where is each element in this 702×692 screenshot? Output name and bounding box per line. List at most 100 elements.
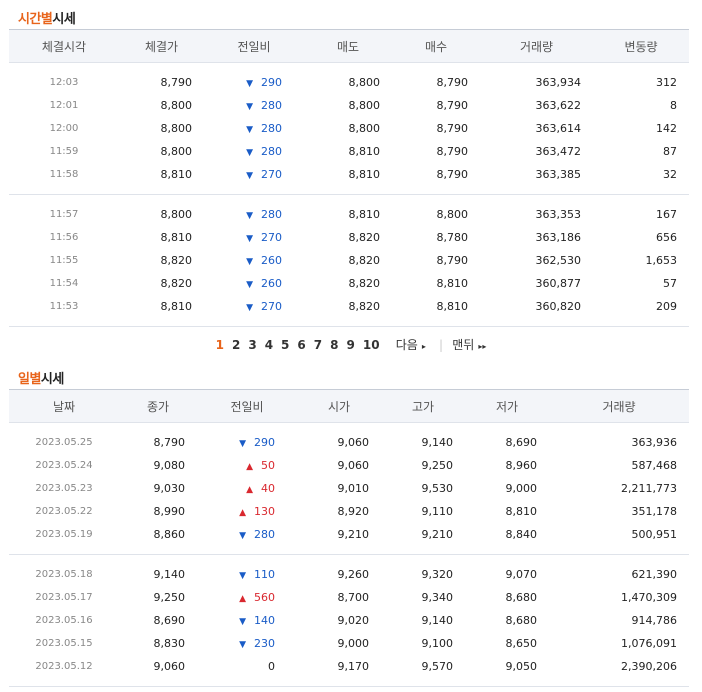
arrow-down-icon: ▼ (246, 280, 253, 290)
time-price-table: 체결시각 체결가 전일비 매도 매수 거래량 변동량 12:03 8,790 ▼ 290 8,800… (9, 29, 689, 327)
volume-change: 656 (656, 231, 677, 244)
volume: 621,390 (631, 568, 678, 581)
trade-price: 8,820 (160, 254, 193, 267)
page-5-link[interactable]: 5 (281, 338, 290, 352)
last-page-link[interactable]: 맨뒤 ▸▸ (452, 336, 490, 353)
page-2-link[interactable]: 2 (231, 338, 241, 352)
low-price: 9,050 (505, 660, 538, 673)
volume: 363,934 (535, 76, 582, 89)
change-value: ▼ 280 (246, 122, 282, 135)
table-row: 2023.05.22 8,990 ▲ 130 8,920 9,110 8,810 351,17… (9, 500, 689, 523)
row-spacer (9, 186, 689, 195)
bid-price: 8,790 (436, 168, 469, 181)
low-price: 8,680 (505, 591, 538, 604)
close-price: 8,860 (153, 528, 186, 541)
arrow-down-icon: ▼ (239, 571, 246, 581)
page-4-link[interactable]: 4 (264, 338, 274, 352)
change-cell: ▼ 270 (204, 163, 304, 186)
trade-date: 2023.05.15 (35, 638, 93, 649)
time-section-title: 시간별시세 (18, 8, 76, 27)
time-title-highlight: 시간별 (18, 12, 53, 27)
row-spacer (9, 678, 689, 687)
trade-price: 8,810 (160, 168, 193, 181)
high-price: 9,340 (421, 591, 454, 604)
change-amount: 280 (261, 145, 282, 158)
next-page-link[interactable]: 다음 ▸ (396, 336, 430, 353)
page-10-link[interactable]: 10 (362, 338, 380, 352)
trade-time: 11:55 (49, 255, 79, 266)
close-price: 9,060 (153, 660, 186, 673)
change-value: ▼ 140 (239, 614, 275, 627)
open-price: 9,060 (337, 459, 370, 472)
low-price: 9,070 (505, 568, 538, 581)
row-spacer (9, 63, 689, 72)
trade-date: 2023.05.23 (35, 483, 93, 494)
trade-price: 8,800 (160, 208, 193, 221)
table-row: 2023.05.25 8,790 ▼ 290 9,060 9,140 8,690 363,93… (9, 431, 689, 454)
row-spacer (9, 546, 689, 555)
table-row: 12:00 8,800 ▼ 280 8,800 8,790 363,614 142 (9, 117, 689, 140)
arrow-up-icon: ▲ (239, 594, 246, 604)
arrow-down-icon: ▼ (246, 148, 253, 158)
close-price: 8,830 (153, 637, 186, 650)
change-amount: 290 (261, 76, 282, 89)
trade-price: 8,810 (160, 231, 193, 244)
volume: 363,622 (535, 99, 582, 112)
ask-price: 8,800 (348, 76, 381, 89)
change-cell: ▼ 110 (197, 563, 297, 586)
volume: 2,390,206 (621, 660, 677, 673)
arrow-down-icon: ▼ (246, 102, 253, 112)
trade-date: 2023.05.17 (35, 592, 93, 603)
high-price: 9,100 (421, 637, 454, 650)
high-price: 9,570 (421, 660, 454, 673)
change-cell: ▼ 270 (204, 226, 304, 249)
change-value: ▲ 560 (239, 591, 275, 604)
daily-section-title: 일별시세 (18, 368, 64, 387)
bid-price: 8,790 (436, 76, 469, 89)
next-arrow-icon: ▸ (421, 342, 426, 351)
column-header: 전일비 (197, 389, 297, 423)
trade-time: 12:03 (49, 77, 79, 88)
high-price: 9,320 (421, 568, 454, 581)
change-value: ▼ 290 (239, 436, 275, 449)
trade-date: 2023.05.22 (35, 506, 93, 517)
column-header: 고가 (381, 389, 465, 423)
trade-time: 11:56 (49, 232, 79, 243)
change-amount: 110 (254, 568, 275, 581)
volume: 362,530 (535, 254, 582, 267)
trade-time: 11:53 (49, 301, 79, 312)
page-9-link[interactable]: 9 (346, 338, 355, 352)
change-value: ▼ 260 (246, 254, 282, 267)
change-amount: 280 (261, 208, 282, 221)
change-amount: 40 (261, 482, 275, 495)
page-3-link[interactable]: 3 (248, 338, 257, 352)
low-price: 8,840 (505, 528, 538, 541)
table-row: 2023.05.19 8,860 ▼ 280 9,210 9,210 8,840 500,95… (9, 523, 689, 546)
page-8-link[interactable]: 8 (330, 338, 339, 352)
close-price: 8,690 (153, 614, 186, 627)
close-price: 8,990 (153, 505, 186, 518)
page-7-link[interactable]: 7 (313, 338, 323, 352)
volume-change: 57 (663, 277, 677, 290)
page-1-link[interactable]: 1 (215, 338, 224, 352)
change-amount: 280 (261, 122, 282, 135)
trade-time: 11:57 (49, 209, 79, 220)
trade-time: 12:00 (49, 123, 79, 134)
column-header: 종가 (119, 389, 197, 423)
row-spacer (9, 195, 689, 204)
change-value: ▲ 50 (246, 459, 275, 472)
volume: 1,076,091 (621, 637, 677, 650)
change-amount: 280 (254, 528, 275, 541)
trade-price: 8,820 (160, 277, 193, 290)
trade-time: 11:59 (49, 146, 79, 157)
change-cell: ▼ 290 (197, 431, 297, 454)
volume-change: 1,653 (645, 254, 678, 267)
column-header: 체결가 (119, 29, 204, 63)
change-value: ▼ 110 (239, 568, 275, 581)
volume: 2,211,773 (621, 482, 677, 495)
page-6-link[interactable]: 6 (297, 338, 306, 352)
column-header: 날짜 (9, 389, 119, 423)
table-row: 2023.05.18 9,140 ▼ 110 9,260 9,320 9,070 621,39… (9, 563, 689, 586)
trade-date: 2023.05.25 (35, 437, 93, 448)
column-header: 매도 (304, 29, 392, 63)
